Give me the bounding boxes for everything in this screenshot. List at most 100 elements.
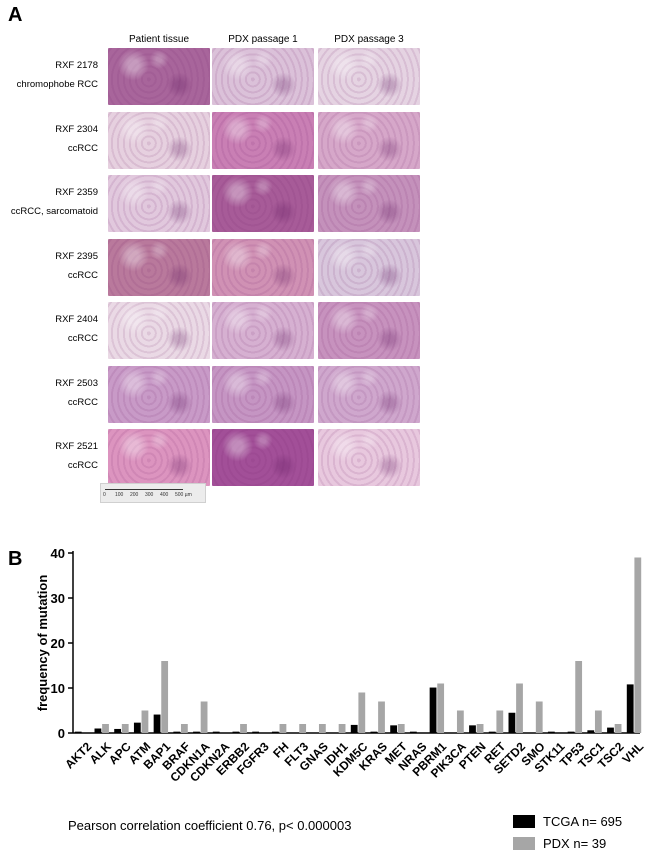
row-id: RXF 2503 bbox=[55, 377, 98, 389]
bar-pdx bbox=[437, 683, 445, 733]
column-header-patient-tissue: Patient tissue bbox=[128, 34, 190, 45]
bar-tcga bbox=[390, 725, 398, 733]
bar-pdx bbox=[378, 701, 385, 733]
bar-tcga bbox=[252, 731, 260, 733]
bar-tcga bbox=[547, 731, 555, 733]
histology-image bbox=[108, 48, 210, 105]
bar-tcga bbox=[370, 731, 378, 733]
scale-tick: 500 µm bbox=[175, 492, 192, 498]
bar-tcga bbox=[114, 728, 122, 733]
row-type: ccRCC bbox=[67, 460, 98, 471]
y-tick-label: 0 bbox=[58, 726, 65, 741]
histology-image bbox=[108, 429, 210, 486]
scale-tick: 200 bbox=[130, 492, 139, 498]
histology-image bbox=[108, 238, 210, 296]
row-label: RXF 2178 chromophobe RCC bbox=[0, 56, 98, 94]
row-id: RXF 2521 bbox=[55, 441, 98, 452]
legend-swatch-pdx bbox=[513, 837, 535, 850]
column-header-pdx-passage-1: PDX passage 1 bbox=[228, 34, 298, 45]
bar-pdx bbox=[180, 724, 188, 733]
bar-pdx bbox=[240, 724, 247, 733]
legend-item-pdx: PDX n= 39 bbox=[513, 836, 606, 851]
row-type: chromophobe RCC bbox=[16, 79, 98, 90]
bar-tcga bbox=[508, 712, 516, 733]
bar-pdx bbox=[141, 710, 149, 733]
bar-pdx bbox=[338, 724, 346, 733]
histology-image bbox=[108, 302, 210, 359]
row-type: ccRCC, sarcomatoid bbox=[10, 206, 98, 217]
bar-tcga bbox=[153, 714, 161, 733]
bar-tcga bbox=[173, 731, 181, 733]
y-tick-label: 10 bbox=[51, 681, 65, 696]
row-label: RXF 2395 ccRCC bbox=[0, 247, 98, 285]
histology-image bbox=[318, 175, 420, 232]
histology-image bbox=[318, 48, 420, 105]
row-label: RXF 2503 ccRCC bbox=[0, 374, 98, 412]
y-axis-label: frequency of mutation bbox=[35, 575, 50, 712]
scale-tick: 300 bbox=[145, 492, 154, 498]
row-label: RXF 2404 ccRCC bbox=[0, 310, 98, 348]
bar-pdx bbox=[456, 710, 464, 733]
bar-pdx bbox=[496, 710, 504, 733]
histology-image bbox=[212, 111, 314, 169]
histology-image bbox=[212, 238, 314, 296]
bar-tcga bbox=[409, 731, 417, 733]
bar-pdx bbox=[476, 724, 484, 733]
bar-tcga bbox=[567, 731, 575, 733]
row-id: RXF 2178 bbox=[55, 60, 98, 71]
histology-image bbox=[318, 365, 420, 423]
y-tick-label: 40 bbox=[51, 546, 65, 561]
legend-label-pdx: PDX n= 39 bbox=[543, 836, 607, 851]
bar-tcga bbox=[94, 728, 102, 733]
bar-pdx bbox=[279, 724, 287, 733]
correlation-footnote: Pearson correlation coefficient 0.76, p<… bbox=[68, 818, 352, 833]
row-label: RXF 2359 ccRCC, sarcomatoid bbox=[0, 183, 98, 221]
x-tick-label: VHL bbox=[619, 739, 646, 766]
bar-pdx bbox=[318, 724, 326, 733]
histology-image bbox=[108, 111, 210, 169]
bar-pdx bbox=[358, 692, 366, 733]
bar-tcga bbox=[74, 731, 82, 733]
legend-swatch-tcga bbox=[513, 815, 535, 828]
bar-tcga bbox=[587, 730, 595, 733]
bar-pdx bbox=[121, 724, 129, 733]
legend-label-tcga: TCGA n= 695 bbox=[543, 814, 623, 829]
histology-image bbox=[108, 365, 210, 423]
histology-image bbox=[318, 111, 420, 169]
row-label: RXF 2304 ccRCC bbox=[0, 120, 98, 158]
bar-pdx bbox=[161, 661, 169, 733]
row-id: RXF 2304 bbox=[55, 123, 98, 135]
bar-tcga bbox=[607, 727, 614, 733]
bar-tcga bbox=[271, 731, 279, 733]
bar-tcga bbox=[212, 731, 220, 733]
bar-pdx bbox=[594, 710, 602, 733]
y-tick-label: 30 bbox=[51, 591, 65, 606]
y-tick-label: 20 bbox=[51, 636, 65, 651]
row-id: RXF 2359 bbox=[55, 187, 98, 198]
scale-tick: 100 bbox=[115, 492, 124, 498]
bar-pdx bbox=[614, 724, 622, 733]
column-header-pdx-passage-3: PDX passage 3 bbox=[334, 34, 404, 45]
bar-tcga bbox=[350, 724, 358, 733]
row-id: RXF 2395 bbox=[55, 250, 98, 262]
histology-image bbox=[318, 429, 420, 486]
bar-pdx bbox=[535, 701, 543, 733]
histology-image bbox=[212, 175, 314, 232]
row-type: ccRCC bbox=[67, 333, 98, 344]
row-id: RXF 2404 bbox=[55, 314, 98, 325]
histology-image bbox=[212, 48, 314, 105]
histology-image bbox=[212, 365, 314, 423]
histology-image bbox=[318, 302, 420, 359]
bar-pdx bbox=[397, 724, 405, 733]
legend-item-tcga: TCGA n= 695 bbox=[513, 814, 622, 829]
scale-tick: 0 bbox=[103, 492, 106, 498]
bar-pdx bbox=[634, 557, 642, 733]
bar-pdx bbox=[200, 701, 208, 733]
bar-tcga bbox=[626, 684, 634, 733]
bar-tcga bbox=[429, 687, 437, 733]
panel-a-letter: A bbox=[8, 4, 23, 26]
histology-image bbox=[318, 238, 420, 296]
scale-bar: 0 100 200 300 400 500 µm bbox=[100, 483, 206, 503]
bar-pdx bbox=[516, 683, 523, 733]
